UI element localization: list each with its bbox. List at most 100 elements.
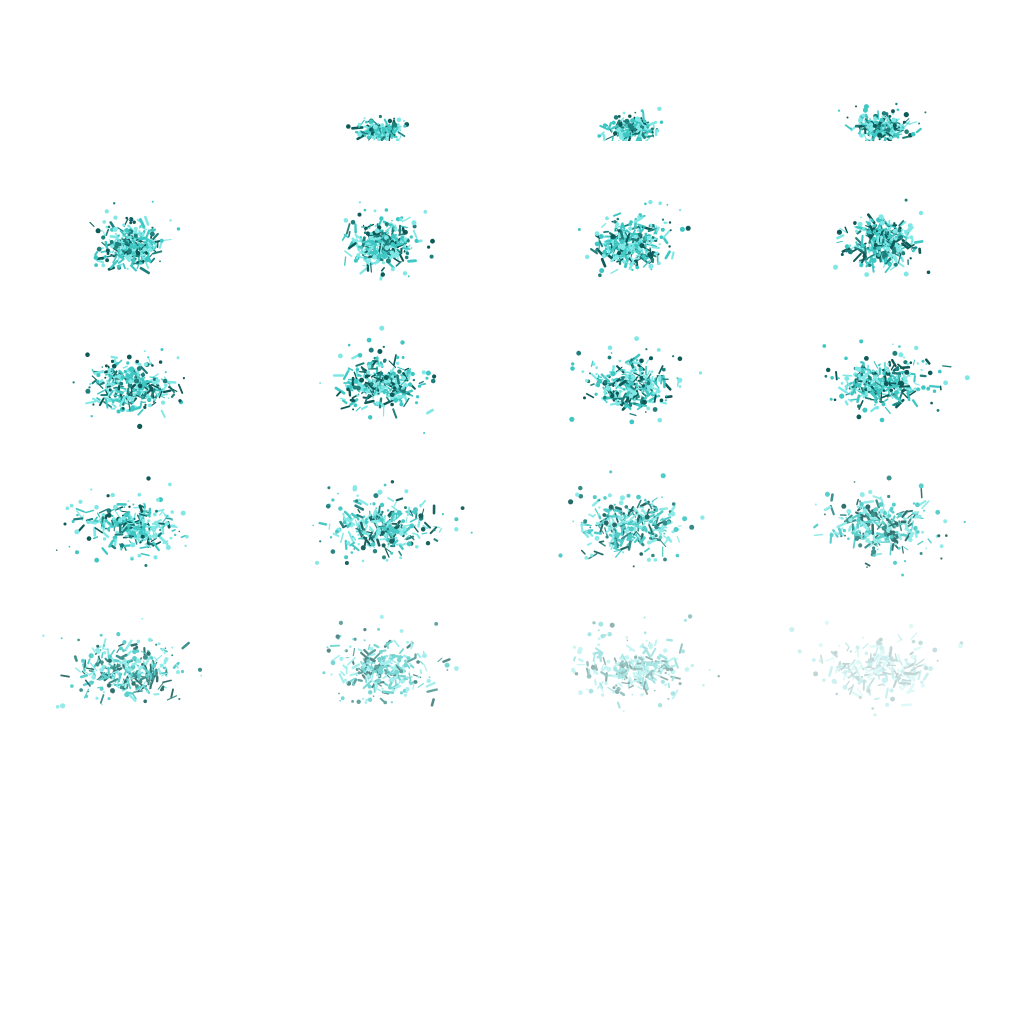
water-droplet [853, 481, 856, 483]
water-streak [590, 360, 594, 367]
water-droplet [170, 510, 174, 514]
water-streak [148, 384, 154, 393]
water-droplet [887, 261, 892, 267]
water-streak [110, 355, 118, 360]
water-droplet [335, 634, 340, 639]
water-droplet [338, 692, 340, 695]
water-droplet [107, 371, 112, 375]
water-streak [162, 514, 169, 524]
water-droplet [88, 386, 91, 389]
water-droplet [135, 359, 139, 364]
water-streak [600, 671, 609, 677]
water-streak [671, 675, 675, 682]
water-streak [416, 652, 422, 659]
water-droplet [586, 688, 588, 691]
water-droplet [376, 379, 378, 381]
water-droplet [687, 614, 693, 619]
water-droplet [907, 662, 910, 666]
water-droplet [918, 640, 923, 646]
water-streak [909, 390, 917, 396]
water-droplet [913, 525, 918, 531]
water-droplet [374, 132, 378, 136]
water-droplet [344, 649, 347, 652]
water-droplet [678, 385, 682, 388]
water-streak [867, 129, 871, 136]
water-droplet [586, 673, 592, 679]
water-droplet [938, 369, 942, 374]
water-droplet [857, 681, 861, 685]
water-droplet [904, 129, 909, 134]
water-droplet [906, 362, 910, 366]
water-droplet [617, 115, 621, 118]
water-droplet [892, 350, 898, 356]
water-streak [899, 682, 912, 685]
water-streak [85, 518, 94, 522]
splash-frame-12 [6, 435, 256, 580]
water-droplet [653, 237, 657, 241]
water-droplet [661, 496, 663, 498]
water-droplet [657, 703, 663, 708]
water-streak [613, 669, 622, 673]
water-droplet [388, 685, 392, 690]
water-streak [170, 393, 176, 398]
water-droplet [364, 130, 367, 133]
water-droplet [845, 516, 848, 519]
water-droplet [121, 516, 126, 521]
water-streak [612, 377, 618, 381]
water-droplet [338, 620, 343, 625]
water-streak [142, 391, 148, 399]
water-streak [104, 398, 109, 409]
water-streak [892, 676, 899, 688]
water-streak [900, 703, 913, 707]
water-streak [122, 663, 127, 671]
water-droplet [319, 540, 322, 543]
water-droplet [648, 129, 652, 133]
water-droplet [881, 677, 887, 683]
water-droplet [823, 513, 826, 516]
water-droplet [620, 663, 625, 669]
water-droplet [368, 697, 373, 702]
water-droplet [635, 359, 639, 362]
water-droplet [606, 374, 610, 378]
water-streak [418, 380, 424, 385]
water-streak [657, 527, 663, 536]
water-streak [377, 505, 381, 514]
water-streak [848, 525, 852, 532]
water-droplet [849, 391, 852, 394]
water-streak [912, 666, 917, 676]
water-streak [610, 543, 615, 550]
water-streak [407, 371, 412, 381]
water-streak [868, 244, 872, 250]
water-droplet [611, 220, 614, 223]
water-droplet [880, 381, 885, 386]
water-streak [370, 531, 378, 541]
water-droplet [415, 401, 418, 405]
water-streak [158, 390, 163, 399]
water-streak [894, 397, 903, 404]
water-droplet [594, 535, 600, 541]
water-streak [835, 370, 838, 381]
water-droplet [364, 672, 368, 676]
water-streak [360, 651, 369, 660]
water-droplet [454, 517, 459, 522]
water-streak [382, 690, 395, 695]
water-streak [347, 657, 356, 666]
water-droplet [669, 667, 674, 672]
water-streak [913, 375, 916, 383]
water-droplet [363, 628, 367, 632]
water-streak [626, 383, 632, 389]
water-streak [139, 365, 148, 375]
water-streak [600, 257, 607, 268]
water-droplet [636, 494, 641, 500]
water-droplet [602, 123, 607, 128]
water-streak [661, 516, 672, 522]
water-droplet [641, 399, 647, 405]
water-streak [863, 500, 875, 504]
water-droplet [141, 663, 144, 666]
water-streak [659, 667, 668, 671]
water-streak [609, 242, 618, 254]
water-droplet [148, 247, 152, 251]
water-droplet [380, 380, 383, 383]
water-droplet [645, 373, 648, 376]
water-streak [161, 524, 166, 529]
